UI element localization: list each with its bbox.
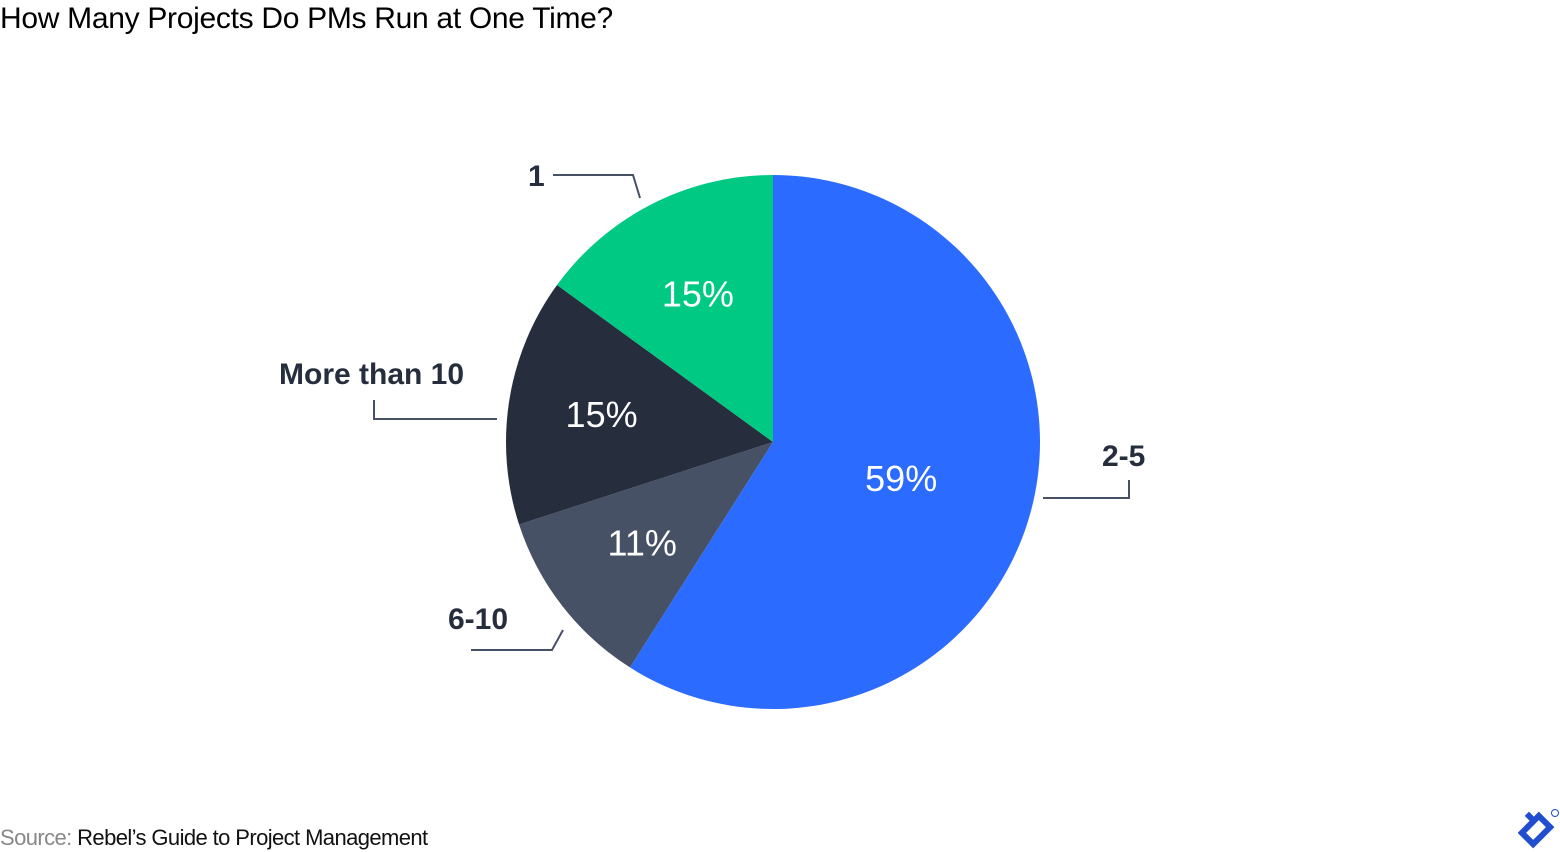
leader-line-2-5: [1043, 480, 1130, 499]
pie-slice-more-than-10: [506, 285, 773, 525]
category-label-2-5: 2-5: [1102, 440, 1145, 473]
leader-line-1: [553, 174, 641, 199]
toptal-logo-icon: [1518, 809, 1559, 849]
category-label-1: 1: [528, 160, 545, 193]
source-line: Source: Rebel’s Guide to Project Managem…: [0, 825, 428, 851]
pie-slice-1: [556, 175, 773, 442]
percent-labels: 59% 11% 15% 15%: [566, 274, 938, 564]
percent-label: 11%: [608, 522, 677, 563]
leader-line-6-10: [471, 629, 564, 651]
pie-slice-2-5: [629, 175, 1040, 709]
pie-slice-6-10: [519, 442, 773, 668]
source-text: Rebel’s Guide to Project Management: [77, 825, 428, 850]
source-label: Source:: [0, 825, 72, 850]
percent-label: 59%: [865, 458, 937, 499]
leader-line-more-than-10: [373, 400, 497, 420]
percent-label: 15%: [662, 274, 734, 315]
chart-title: How Many Projects Do PMs Run at One Time…: [0, 2, 613, 35]
category-label-6-10: 6-10: [448, 603, 508, 636]
percent-label: 15%: [566, 394, 638, 435]
category-label-more-than-10: More than 10: [279, 358, 464, 391]
pie-slices: [506, 175, 1040, 709]
